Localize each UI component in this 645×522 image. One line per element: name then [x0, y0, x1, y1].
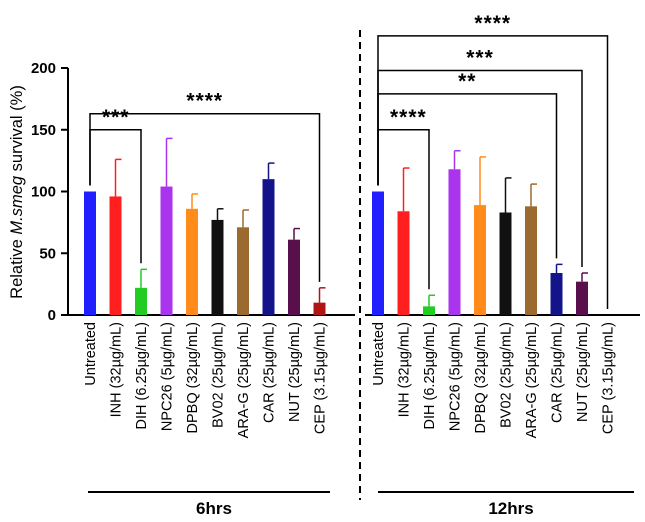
significance-label: ****	[186, 90, 223, 113]
bar	[397, 211, 410, 315]
significance-bracket	[377, 35, 609, 309]
bar	[84, 191, 96, 315]
group-labels: 6hrs 12hrs	[88, 491, 634, 518]
significance-annotations: ********************	[89, 12, 609, 309]
x-axis-labels: Untreated INH (32µg/mL) DIH (6.25µg/mL) NPC…	[83, 322, 617, 438]
significance-label: ***	[102, 106, 130, 129]
bars-layer	[84, 137, 588, 315]
significance-label: ***	[466, 46, 494, 69]
category-label: Untreated	[371, 322, 387, 386]
significance-label: ****	[474, 12, 511, 35]
category-label: CEP (3.15µg/mL)	[313, 322, 329, 434]
category-label: BV02 (25µg/mL)	[211, 322, 227, 428]
category-label: CEP (3.15µg/mL)	[601, 322, 617, 434]
category-label: NUT (25µg/mL)	[575, 322, 591, 422]
y-tick-label: 0	[48, 307, 56, 324]
group-label: 12hrs	[488, 499, 533, 518]
bar	[211, 219, 224, 315]
group-label: 6hrs	[196, 499, 232, 518]
bar	[160, 186, 173, 315]
bar	[550, 273, 563, 315]
y-tick-label: 100	[31, 184, 56, 201]
category-label: ARA-G (25µg/mL)	[524, 322, 540, 438]
y-axis-title: Relative M.smeg survival (%)	[8, 85, 26, 299]
bar	[186, 208, 198, 315]
bar	[262, 179, 275, 315]
category-label: CAR (25µg/mL)	[550, 322, 566, 423]
bar	[288, 239, 300, 315]
bar	[448, 169, 461, 315]
category-label: Untreated	[83, 322, 99, 386]
bar	[109, 196, 122, 315]
category-label: CAR (25µg/mL)	[262, 322, 278, 423]
bar	[525, 206, 537, 315]
significance-label: ****	[390, 106, 427, 129]
bar	[372, 191, 384, 315]
significance-bracket	[89, 112, 321, 282]
y-tick-label: 200	[31, 60, 56, 77]
category-label: DIH (6.25µg/mL)	[134, 322, 150, 429]
category-label: NPC26 (5µg/mL)	[448, 322, 464, 431]
significance-label: **	[458, 70, 476, 93]
category-label: NUT (25µg/mL)	[287, 322, 303, 422]
category-label: DIH (6.25µg/mL)	[422, 322, 438, 429]
category-label: DPBQ (32µg/mL)	[185, 322, 201, 434]
y-tick-label: 150	[31, 122, 56, 139]
bar	[237, 227, 249, 315]
bar	[313, 302, 326, 315]
bar	[135, 287, 147, 315]
bar	[499, 212, 512, 315]
bar	[423, 306, 435, 315]
category-label: ARA-G (25µg/mL)	[236, 322, 252, 438]
category-label: INH (32µg/mL)	[109, 322, 125, 417]
category-label: DPBQ (32µg/mL)	[473, 322, 489, 434]
category-label: INH (32µg/mL)	[397, 322, 413, 417]
bar	[474, 205, 486, 315]
y-tick-label: 50	[39, 245, 56, 262]
category-label: BV02 (25µg/mL)	[499, 322, 515, 428]
bar	[576, 281, 588, 315]
category-label: NPC26 (5µg/mL)	[160, 322, 176, 431]
